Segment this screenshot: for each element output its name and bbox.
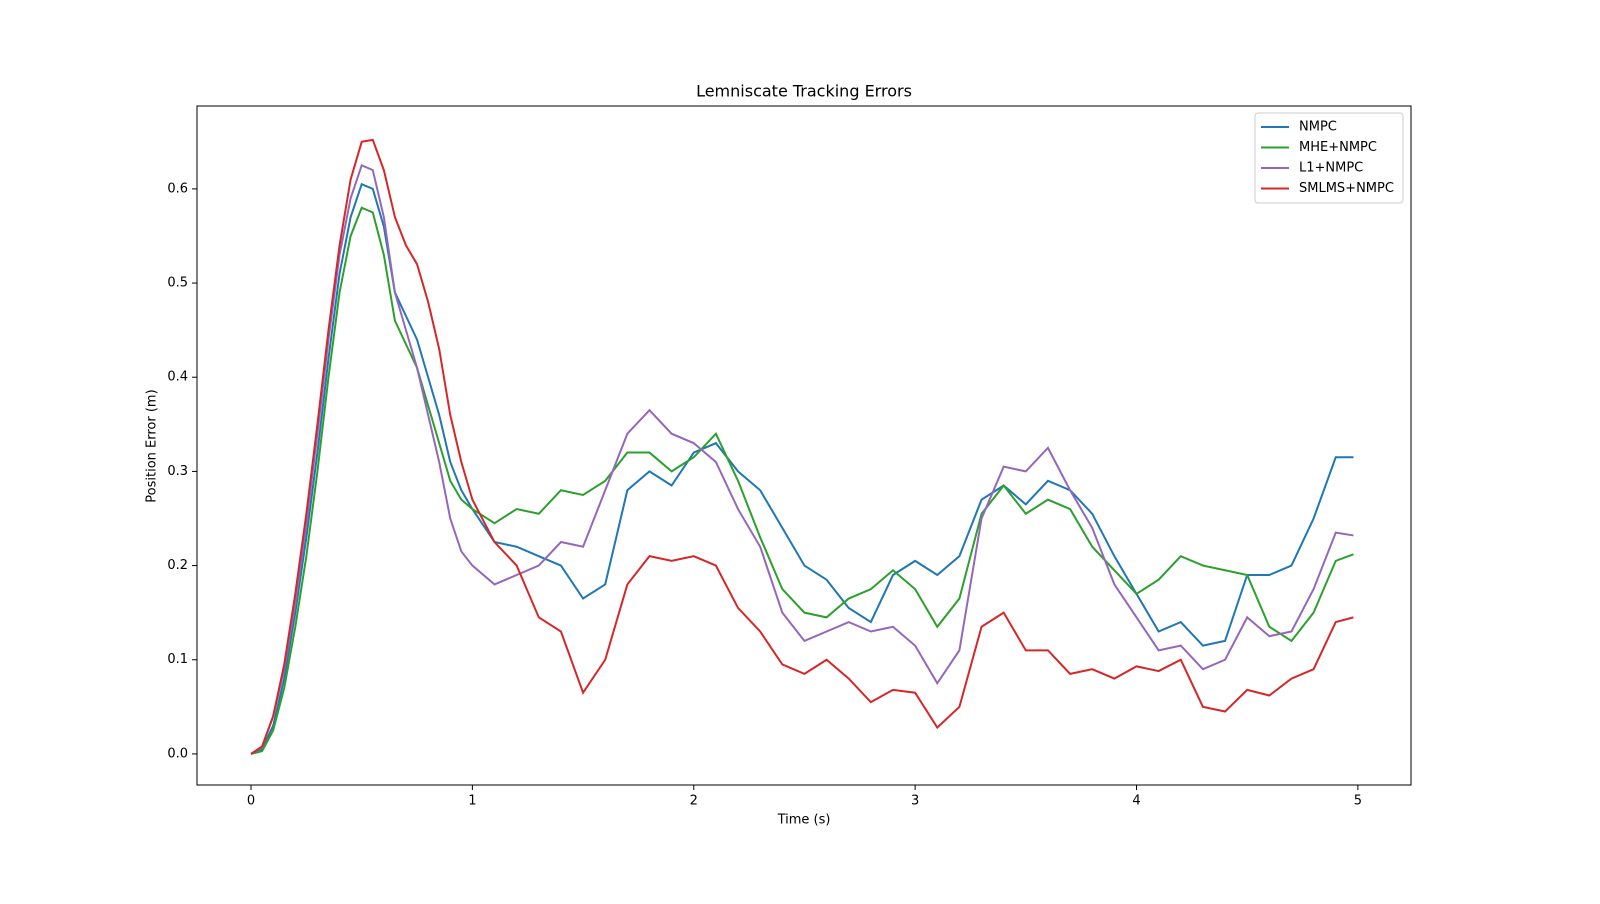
y-tick-label: 0.5 <box>167 276 188 291</box>
legend-label: SMLMS+NMPC <box>1299 181 1394 196</box>
legend-label: NMPC <box>1299 120 1337 135</box>
series-line <box>250 138 1354 755</box>
y-tick-label: 0.2 <box>167 558 188 573</box>
series-line <box>250 182 1354 755</box>
y-tick-label: 0.3 <box>167 464 188 479</box>
series-line <box>250 206 1354 755</box>
y-tick-label: 0.1 <box>167 652 188 667</box>
legend-box <box>1254 112 1404 204</box>
plot-frame <box>196 105 1412 786</box>
y-axis-label: Position Error (m) <box>145 389 160 502</box>
y-tick-label: 0.0 <box>167 746 188 761</box>
x-tick-label: 0 <box>247 794 255 809</box>
series-line <box>250 163 1354 755</box>
legend-label: L1+NMPC <box>1299 161 1363 176</box>
x-tick-label: 4 <box>1132 794 1140 809</box>
legend: NMPC MHE+NMPC L1+NMPC SMLMS+NMPC <box>1254 112 1404 204</box>
x-tick-label: 2 <box>690 794 698 809</box>
legend-label: MHE+NMPC <box>1299 140 1377 155</box>
x-tick-label: 1 <box>468 794 476 809</box>
y-tick-label: 0.4 <box>167 370 188 385</box>
x-tick-label: 5 <box>1354 794 1362 809</box>
y-tick-label: 0.6 <box>167 181 188 196</box>
x-tick-label: 3 <box>911 794 919 809</box>
x-axis-label: Time (s) <box>777 813 831 828</box>
chart-title: Lemniscate Tracking Errors <box>696 82 912 101</box>
